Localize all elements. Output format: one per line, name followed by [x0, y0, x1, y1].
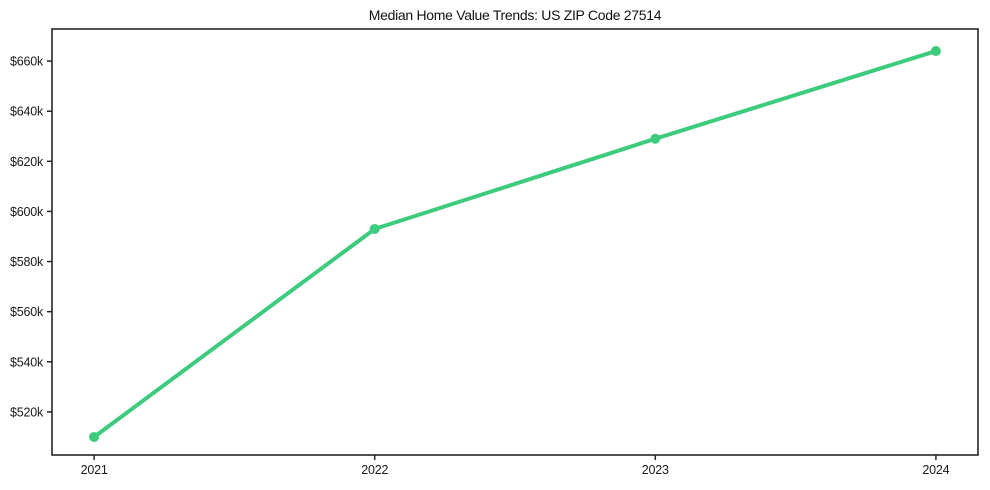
x-tick-label: 2022	[361, 463, 388, 477]
data-point-2024	[930, 46, 941, 57]
y-tick-label: $640k	[10, 105, 44, 119]
x-tick-label: 2024	[922, 463, 949, 477]
axes-frame	[51, 28, 979, 456]
y-tick-label: $600k	[10, 205, 44, 219]
chart-title: Median Home Value Trends: US ZIP Code 27…	[368, 7, 662, 23]
y-tick-label: $620k	[10, 155, 44, 169]
x-tick-label: 2023	[642, 463, 669, 477]
x-tick-label: 2021	[81, 463, 108, 477]
y-tick-label: $560k	[10, 305, 44, 319]
y-tick-label: $580k	[10, 255, 44, 269]
data-point-2023	[650, 133, 661, 144]
data-point-2022	[369, 223, 380, 234]
trend-line	[92, 49, 938, 439]
y-tick-label: $520k	[10, 405, 44, 419]
data-point-2021	[89, 431, 100, 442]
y-tick-label: $540k	[10, 355, 44, 369]
y-tick-label: $660k	[10, 55, 44, 69]
